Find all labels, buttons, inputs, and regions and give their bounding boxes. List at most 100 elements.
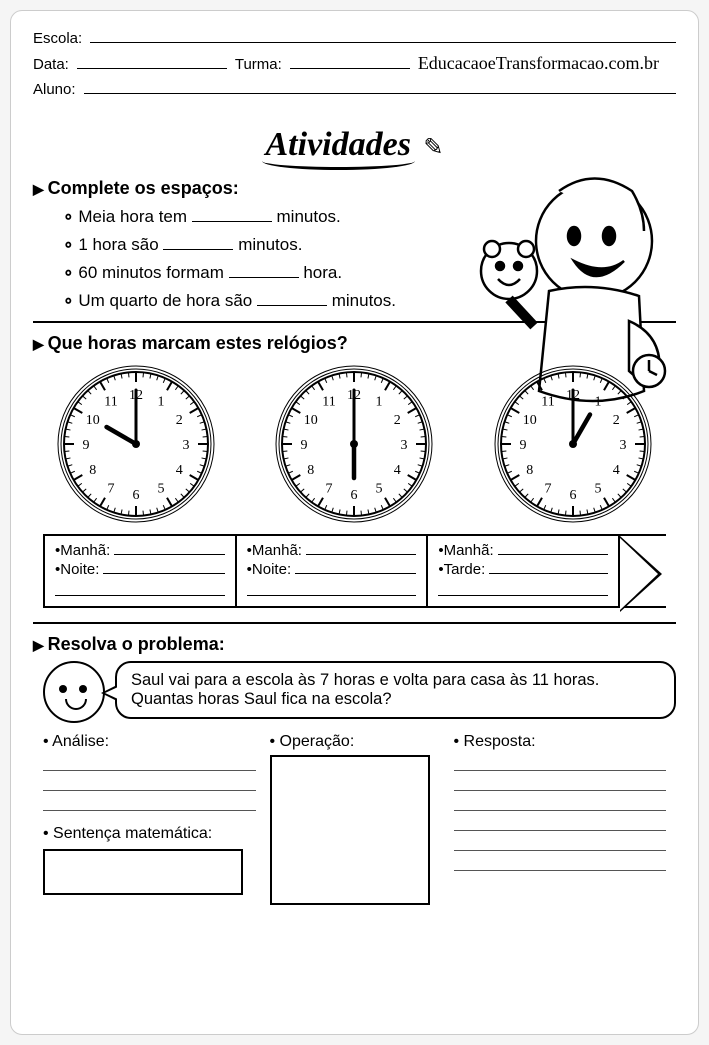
ans-0a[interactable] — [114, 543, 224, 555]
analise-line[interactable] — [43, 791, 256, 811]
resposta-line[interactable] — [454, 831, 667, 851]
fill-item-2: 60 minutos formam hora. — [63, 263, 676, 283]
resposta-line[interactable] — [454, 851, 667, 871]
svg-text:7: 7 — [326, 481, 333, 496]
ans-1a[interactable] — [306, 543, 416, 555]
ans-1c[interactable] — [247, 582, 417, 596]
section2-heading: Que horas marcam estes relógios? — [33, 333, 676, 354]
header-data-turma: Data: Turma: EducacaoeTransformacao.com.… — [33, 53, 676, 74]
operacao-box[interactable] — [270, 755, 430, 905]
data-label: Data: — [33, 56, 69, 73]
turma-blank[interactable] — [290, 55, 410, 69]
svg-text:3: 3 — [401, 438, 408, 453]
svg-text:4: 4 — [394, 463, 401, 478]
answer-pencil: •Manhã: •Noite: •Manhã: •Noite: •Manhã: … — [43, 534, 666, 608]
svg-text:10: 10 — [523, 413, 537, 428]
divider-2 — [33, 622, 676, 624]
section3-heading: Resolva o problema: — [33, 634, 676, 655]
svg-text:6: 6 — [351, 488, 358, 503]
escola-blank[interactable] — [90, 29, 676, 43]
ans-0b[interactable] — [103, 562, 224, 574]
svg-text:8: 8 — [308, 463, 315, 478]
ans-2a[interactable] — [498, 543, 608, 555]
resposta-col: Resposta: — [454, 733, 667, 905]
resposta-line[interactable] — [454, 771, 667, 791]
turma-label: Turma: — [235, 56, 282, 73]
svg-text:3: 3 — [619, 438, 626, 453]
svg-text:10: 10 — [304, 413, 318, 428]
divider-1 — [33, 321, 676, 323]
fill-item-0: Meia hora tem minutos. — [63, 207, 676, 227]
blank-3[interactable] — [257, 292, 327, 306]
brand-text: EducacaoeTransformacao.com.br — [418, 53, 659, 74]
clock-1: 121234567891011 — [274, 364, 434, 524]
analise-col: Análise: Sentença matemática: — [43, 733, 256, 905]
blank-2[interactable] — [229, 264, 299, 278]
ans-0c[interactable] — [55, 582, 225, 596]
page-title: Atividades — [266, 126, 411, 164]
answer-col-0: •Manhã: •Noite: — [45, 536, 237, 606]
answer-col-1: •Manhã: •Noite: — [237, 536, 429, 606]
svg-text:10: 10 — [86, 413, 100, 428]
svg-text:11: 11 — [323, 395, 336, 410]
speech-row: Saul vai para a escola às 7 horas e volt… — [43, 661, 676, 723]
title-wrap: Atividades ✎ — [33, 126, 676, 164]
clock-0: 121234567891011 — [56, 364, 216, 524]
resposta-label: Resposta: — [454, 733, 667, 751]
worksheet-page: Escola: Data: Turma: EducacaoeTransforma… — [10, 10, 699, 1035]
ans-1b[interactable] — [295, 562, 416, 574]
svg-text:7: 7 — [108, 481, 115, 496]
svg-text:11: 11 — [104, 395, 117, 410]
svg-text:5: 5 — [594, 481, 601, 496]
fill-item-1: 1 hora são minutos. — [63, 235, 676, 255]
svg-text:6: 6 — [569, 488, 576, 503]
pencil-tip-icon — [620, 536, 666, 606]
svg-text:6: 6 — [133, 488, 140, 503]
blank-1[interactable] — [163, 236, 233, 250]
operacao-label: Operação: — [270, 733, 440, 751]
sentenca-box[interactable] — [43, 849, 243, 895]
svg-text:5: 5 — [376, 481, 383, 496]
ans-2b[interactable] — [489, 562, 608, 574]
blank-0[interactable] — [192, 208, 272, 222]
pencil-icon: ✎ — [423, 133, 443, 162]
operacao-col: Operação: — [270, 733, 440, 905]
clocks-row: 121234567891011 121234567891011 12123456… — [39, 364, 670, 524]
svg-text:4: 4 — [613, 463, 620, 478]
svg-text:7: 7 — [544, 481, 551, 496]
svg-text:8: 8 — [526, 463, 533, 478]
solve-grid: Análise: Sentença matemática: Operação: … — [43, 733, 666, 905]
svg-text:9: 9 — [519, 438, 526, 453]
fill-list: Meia hora tem minutos. 1 hora são minuto… — [33, 207, 676, 311]
svg-text:9: 9 — [83, 438, 90, 453]
speech-bubble: Saul vai para a escola às 7 horas e volt… — [115, 661, 676, 719]
svg-text:3: 3 — [183, 438, 190, 453]
svg-text:5: 5 — [158, 481, 165, 496]
aluno-blank[interactable] — [84, 80, 676, 94]
clock-2: 121234567891011 — [493, 364, 653, 524]
svg-text:11: 11 — [541, 395, 554, 410]
resposta-line[interactable] — [454, 791, 667, 811]
analise-line[interactable] — [43, 771, 256, 791]
svg-text:2: 2 — [613, 413, 620, 428]
fill-item-3: Um quarto de hora são minutos. — [63, 291, 676, 311]
resposta-line[interactable] — [454, 751, 667, 771]
sentenca-label: Sentença matemática: — [43, 825, 256, 843]
svg-text:4: 4 — [176, 463, 183, 478]
aluno-label: Aluno: — [33, 81, 76, 98]
resposta-line[interactable] — [454, 811, 667, 831]
data-blank[interactable] — [77, 55, 227, 69]
analise-line[interactable] — [43, 751, 256, 771]
section1-heading: Complete os espaços: — [33, 178, 676, 199]
analise-label: Análise: — [43, 733, 256, 751]
saul-face-icon — [43, 661, 105, 723]
svg-text:2: 2 — [394, 413, 401, 428]
svg-text:9: 9 — [301, 438, 308, 453]
escola-label: Escola: — [33, 30, 82, 47]
svg-text:1: 1 — [158, 395, 165, 410]
svg-text:8: 8 — [89, 463, 96, 478]
answer-col-2: •Manhã: •Tarde: — [428, 536, 620, 606]
header-aluno: Aluno: — [33, 80, 676, 98]
header-escola: Escola: — [33, 29, 676, 47]
ans-2c[interactable] — [438, 582, 608, 596]
